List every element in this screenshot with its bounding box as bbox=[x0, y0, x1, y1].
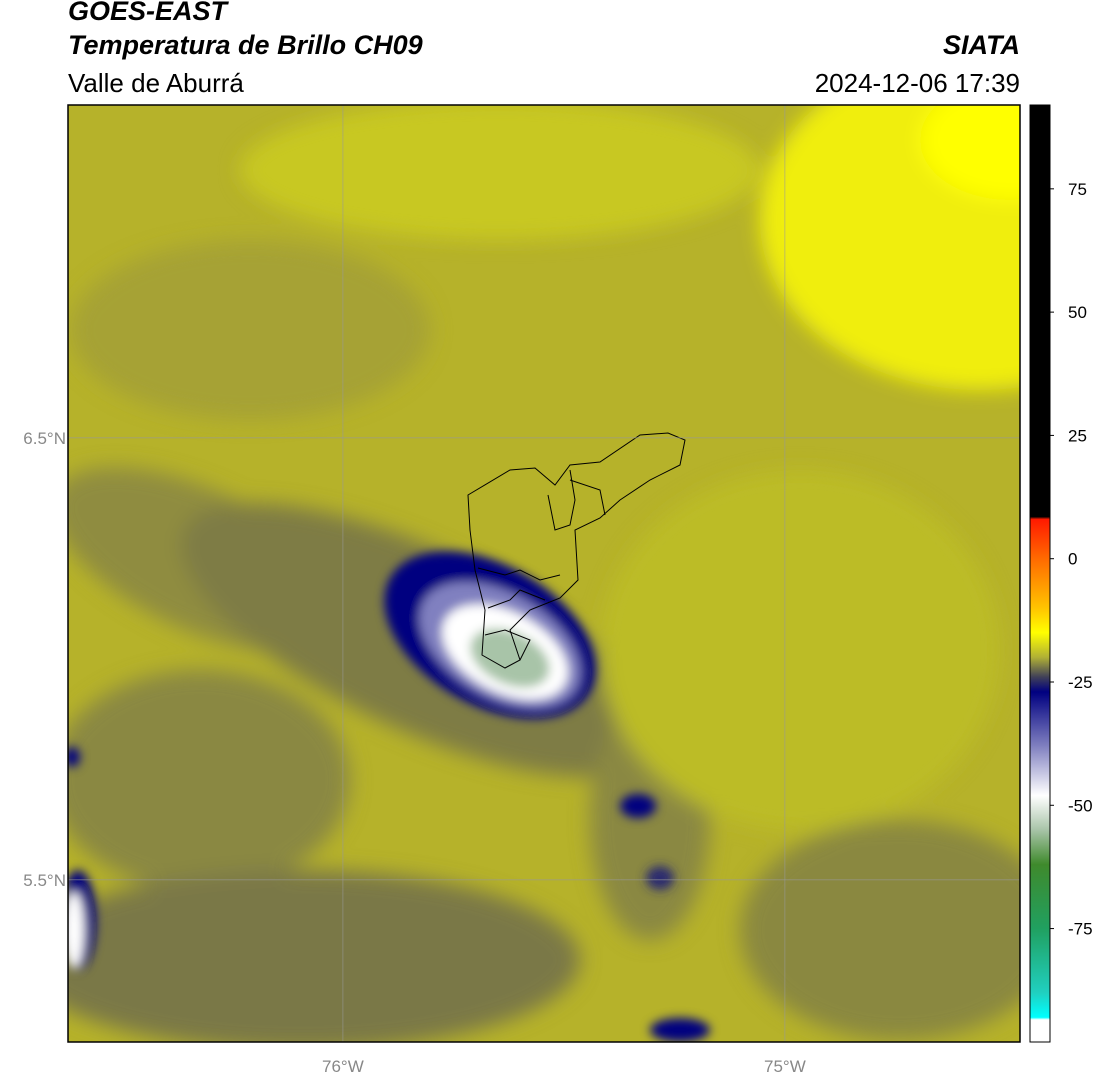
map-frame bbox=[67, 104, 1021, 1043]
colorbar-tick-label: 0 bbox=[1068, 550, 1077, 569]
x-tick-label: 76°W bbox=[322, 1057, 364, 1076]
grid: 76°W 75°W 6.5°N 5.5°N bbox=[23, 105, 1020, 1076]
municipal-boundaries bbox=[467, 432, 686, 669]
colorbar-tick-label: -25 bbox=[1068, 673, 1093, 692]
satellite-image bbox=[68, 105, 1020, 1042]
colorbar-tick-label: 75 bbox=[1068, 180, 1087, 199]
x-tick-label: 75°W bbox=[764, 1057, 806, 1076]
region: Valle de Aburrá bbox=[68, 68, 244, 98]
colorbar-tick-label: 25 bbox=[1068, 426, 1087, 445]
colorbar-tick-label: -75 bbox=[1068, 920, 1093, 939]
y-tick-label: 6.5°N bbox=[23, 429, 66, 448]
title: GOES-EAST bbox=[68, 0, 230, 26]
datetime: 2024-12-06 17:39 bbox=[815, 68, 1020, 98]
colorbar-tick-label: -50 bbox=[1068, 796, 1093, 815]
source: SIATA bbox=[943, 30, 1020, 60]
colorbar: 75 50 25 0 -25 -50 -75 bbox=[1029, 104, 1093, 1043]
colorbar-tick-label: 50 bbox=[1068, 303, 1087, 322]
subtitle: Temperatura de Brillo CH09 bbox=[68, 30, 423, 60]
y-tick-label: 5.5°N bbox=[23, 871, 66, 890]
colorbar-scale bbox=[1029, 104, 1051, 1043]
